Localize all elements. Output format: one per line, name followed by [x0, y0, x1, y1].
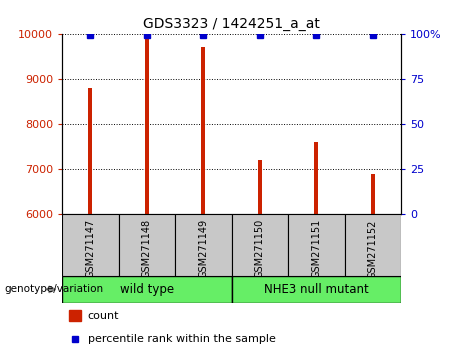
Text: wild type: wild type [120, 283, 174, 296]
Text: GSM271151: GSM271151 [311, 219, 321, 278]
Bar [231, 214, 288, 276]
Bar [371, 173, 375, 214]
Text: percentile rank within the sample: percentile rank within the sample [88, 335, 276, 344]
Bar [145, 38, 149, 214]
Text: GSM271152: GSM271152 [368, 219, 378, 279]
Bar [201, 47, 206, 214]
Title: GDS3323 / 1424251_a_at: GDS3323 / 1424251_a_at [143, 17, 320, 31]
Text: GSM271147: GSM271147 [85, 219, 95, 278]
Bar [175, 214, 231, 276]
Bar [118, 214, 175, 276]
Bar [314, 142, 319, 214]
Text: GSM271148: GSM271148 [142, 219, 152, 278]
Text: count: count [88, 310, 119, 321]
Bar [89, 88, 93, 214]
Bar [62, 214, 118, 276]
Bar [344, 214, 401, 276]
Bar [288, 214, 344, 276]
Bar [69, 309, 81, 321]
Text: GSM271149: GSM271149 [198, 219, 208, 278]
Text: GSM271150: GSM271150 [255, 219, 265, 278]
Bar [258, 160, 262, 214]
Bar [231, 276, 401, 303]
Text: NHE3 null mutant: NHE3 null mutant [264, 283, 369, 296]
Bar [62, 276, 231, 303]
Text: genotype/variation: genotype/variation [5, 284, 104, 295]
